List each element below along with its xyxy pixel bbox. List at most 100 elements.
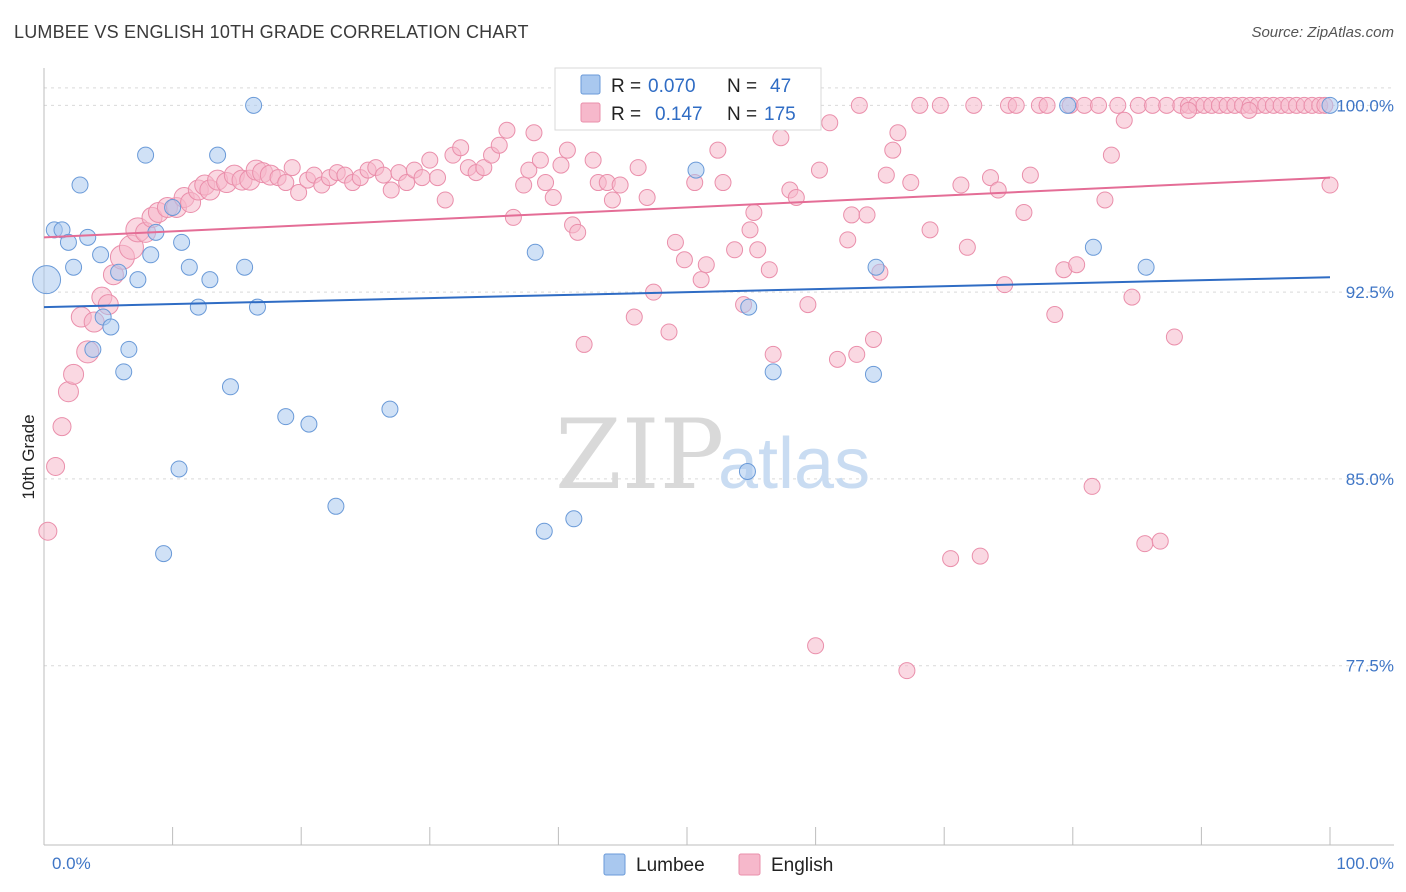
lumbee-point	[84, 340, 102, 358]
english-point	[375, 166, 393, 184]
english-point	[942, 550, 960, 568]
lumbee-swatch	[580, 74, 601, 95]
legend-english-swatch	[738, 853, 761, 876]
lumbee-point	[71, 176, 89, 194]
english-point	[452, 139, 470, 157]
english-point	[629, 159, 647, 177]
english-n-value: 175	[764, 104, 796, 125]
lumbee-point	[189, 298, 207, 316]
english-swatch	[580, 102, 601, 123]
english-point	[931, 96, 949, 114]
english-point	[741, 221, 759, 239]
english-point	[902, 174, 920, 192]
english-point	[475, 159, 493, 177]
english-point	[828, 350, 846, 368]
lumbee-point	[170, 460, 188, 478]
english-point	[575, 335, 593, 353]
english-point	[421, 151, 439, 169]
lumbee-point	[526, 243, 544, 261]
lumbee-point	[142, 246, 160, 264]
lumbee-point	[245, 96, 263, 114]
english-point	[525, 124, 543, 142]
lumbee-point	[740, 298, 758, 316]
english-point	[283, 159, 301, 177]
english-point	[1115, 111, 1133, 129]
watermark-zip: ZIP	[555, 399, 724, 511]
english-point	[46, 456, 66, 476]
english-point	[864, 330, 882, 348]
english-point	[1151, 532, 1169, 550]
lumbee-point	[687, 161, 705, 179]
legend-english-label: English	[771, 855, 833, 876]
y-tick-label: 92.5%	[1346, 283, 1394, 302]
lumbee-n-value: 47	[770, 76, 791, 97]
english-point	[1240, 101, 1258, 119]
trend-lines	[43, 176, 1331, 309]
watermark-atlas: atlas	[718, 424, 870, 504]
lumbee-point	[155, 545, 173, 563]
stats-legend: R = 0.070 N = 47 R = 0.147 N = 175	[554, 67, 822, 131]
english-point	[1038, 96, 1056, 114]
english-point	[877, 166, 895, 184]
english-point	[1075, 96, 1093, 114]
english-point	[971, 547, 989, 565]
lumbee-point	[79, 228, 97, 246]
english-point	[850, 96, 868, 114]
lumbee-point	[327, 497, 345, 515]
english-point	[889, 124, 907, 142]
english-point	[911, 96, 929, 114]
lumbee-point	[277, 408, 295, 426]
lumbee-point	[32, 265, 62, 295]
y-axis-label: 10th Grade	[19, 414, 38, 499]
english-point	[952, 176, 970, 194]
lumbee-point	[180, 258, 198, 276]
english-point	[544, 189, 562, 206]
english-point	[807, 637, 825, 655]
lumbee-point	[110, 263, 128, 281]
english-point	[989, 181, 1007, 199]
english-point	[1165, 328, 1183, 346]
english-point	[1180, 101, 1198, 119]
english-point	[1083, 477, 1101, 495]
lumbee-point	[201, 271, 219, 289]
english-point	[277, 174, 295, 192]
lumbee-point	[565, 510, 583, 528]
lumbee-point	[867, 258, 885, 276]
english-point	[1158, 96, 1176, 114]
english-point	[760, 261, 778, 279]
english-point	[1144, 96, 1162, 114]
english-point	[675, 251, 693, 269]
english-point	[709, 141, 727, 159]
english-point	[965, 96, 983, 114]
english-point	[537, 174, 555, 192]
english-point	[398, 174, 416, 192]
english-point	[697, 256, 715, 274]
english-point	[858, 206, 876, 224]
english-trend-line	[43, 176, 1331, 239]
english-point	[666, 233, 684, 251]
english-point	[1136, 535, 1154, 553]
english-point	[57, 381, 79, 403]
english-point	[958, 238, 976, 256]
english-point	[1007, 96, 1025, 114]
english-point	[1015, 203, 1033, 221]
english-point	[764, 345, 782, 363]
english-point	[1090, 96, 1108, 114]
lumbee-point	[120, 340, 138, 358]
lumbee-point	[209, 146, 227, 164]
lumbee-trend-line	[43, 276, 1331, 309]
english-point	[981, 169, 999, 187]
english-point	[504, 208, 522, 226]
english-point	[436, 191, 454, 209]
lumbee-point	[300, 415, 318, 433]
english-point	[1129, 96, 1147, 114]
english-point	[1123, 288, 1141, 306]
english-point	[843, 206, 861, 224]
english-point	[520, 161, 538, 179]
english-point	[63, 363, 85, 385]
english-point	[1068, 256, 1086, 274]
lumbee-point	[1084, 238, 1102, 256]
english-point	[515, 176, 533, 194]
english-point	[839, 231, 857, 249]
english-point	[821, 114, 839, 132]
